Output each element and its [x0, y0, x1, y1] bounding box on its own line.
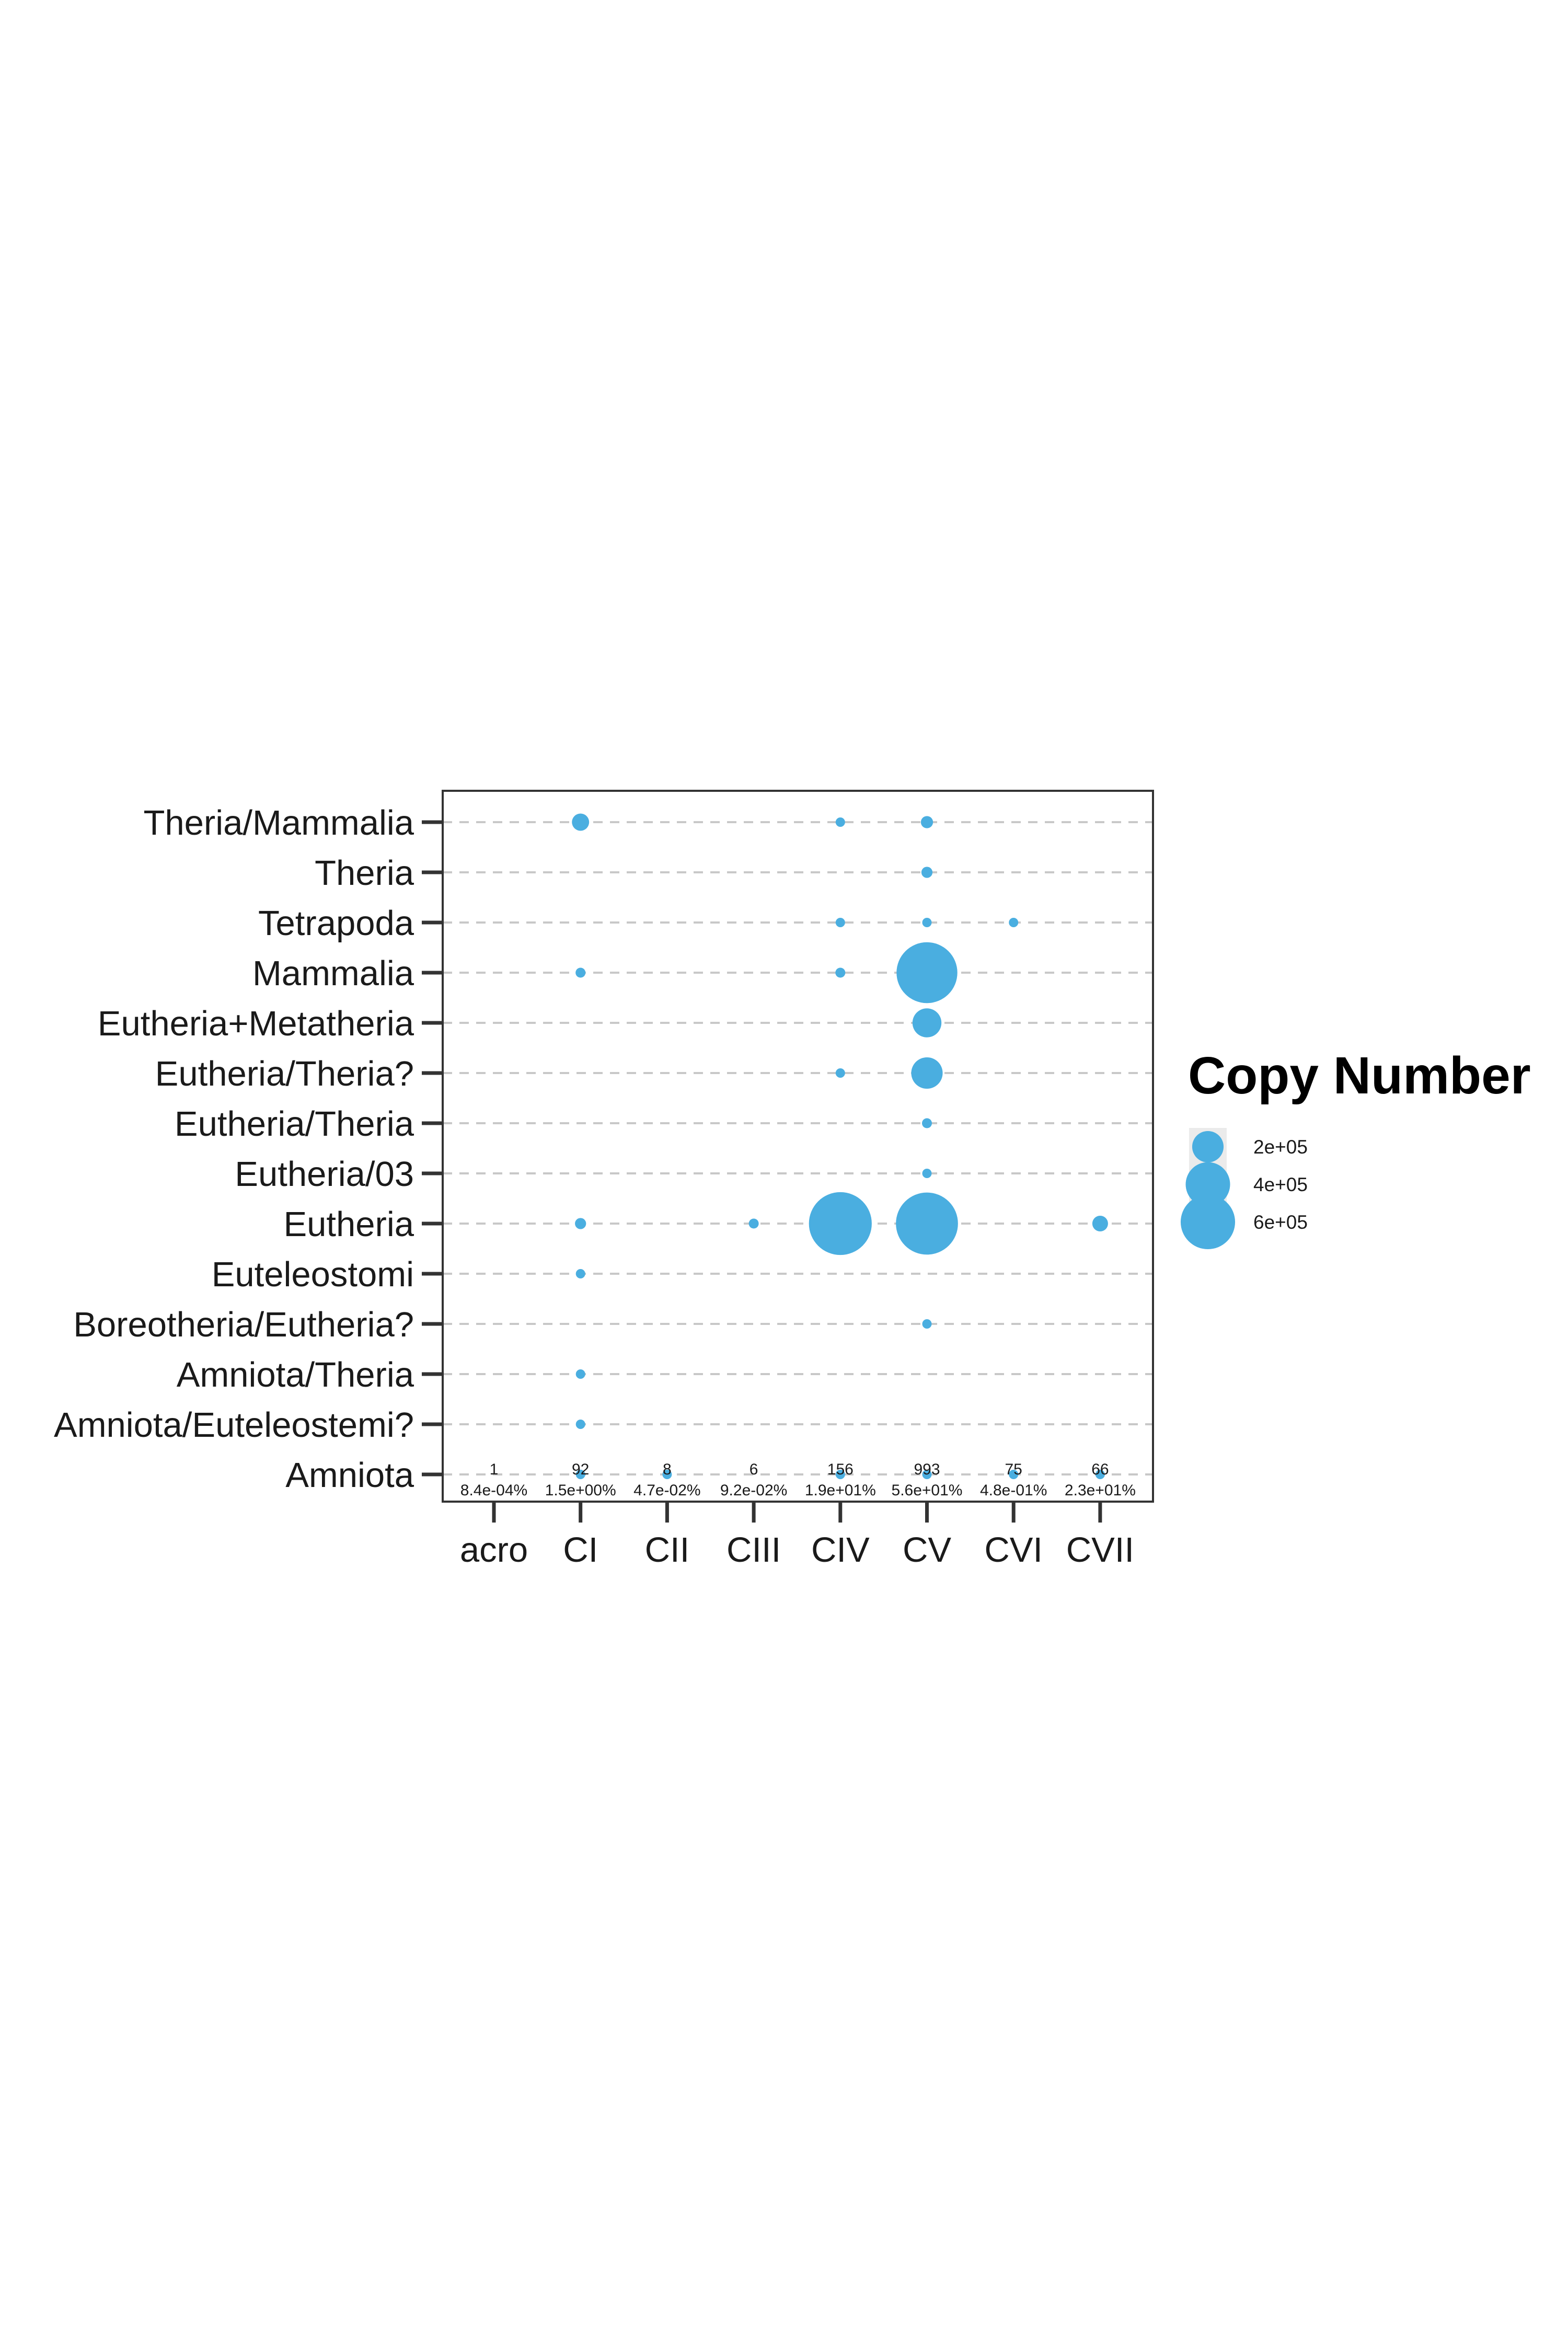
- y-tick-label: Amniota: [285, 1456, 414, 1495]
- x-tick-label: CIII: [727, 1530, 781, 1570]
- legend-label: 4e+05: [1253, 1174, 1308, 1195]
- legend-key-point: [1192, 1131, 1224, 1163]
- data-point: [912, 1008, 942, 1037]
- y-tick-label: Eutheria/Theria?: [155, 1054, 414, 1093]
- count-annotation: 156: [827, 1461, 854, 1478]
- y-tick-label: Boreotheria/Eutheria?: [73, 1305, 414, 1344]
- data-point: [922, 1319, 932, 1329]
- y-tick-label: Eutheria/03: [235, 1155, 414, 1194]
- data-point: [835, 1068, 845, 1078]
- data-point: [835, 918, 845, 927]
- y-tick-label: Theria: [315, 854, 414, 893]
- percent-annotation: 4.8e-01%: [980, 1482, 1047, 1499]
- data-point: [896, 942, 958, 1004]
- y-tick-label: Eutheria+Metatheria: [98, 1004, 414, 1043]
- percent-annotation: 1.9e+01%: [805, 1482, 876, 1499]
- x-tick-label: CV: [903, 1530, 951, 1570]
- y-tick-label: Amniota/Theria: [177, 1355, 414, 1394]
- count-annotation: 8: [663, 1461, 672, 1478]
- x-tick-label: CII: [645, 1530, 690, 1570]
- count-annotation: 92: [572, 1461, 589, 1478]
- legend-label: 6e+05: [1253, 1212, 1308, 1233]
- percent-annotation: 4.7e-02%: [633, 1482, 700, 1499]
- x-tick-label: acro: [460, 1530, 528, 1570]
- data-point: [575, 1218, 586, 1229]
- data-point: [572, 813, 590, 831]
- legend-key-point: [1185, 1162, 1230, 1207]
- y-tick-label: Theria/Mammalia: [143, 803, 414, 843]
- data-point: [911, 1057, 943, 1089]
- data-point: [575, 1420, 585, 1429]
- plot-panel: [443, 791, 1153, 1502]
- data-point: [921, 867, 933, 878]
- data-point: [922, 1169, 932, 1178]
- percent-annotation: 9.2e-02%: [720, 1482, 787, 1499]
- data-point: [748, 1218, 759, 1229]
- panel-border: [442, 790, 1154, 1503]
- x-tick-label: CVI: [984, 1530, 1043, 1570]
- data-point: [575, 1470, 585, 1479]
- data-point: [1009, 918, 1019, 927]
- y-tick-label: Mammalia: [252, 954, 414, 993]
- percent-annotation: 8.4e-04%: [460, 1482, 527, 1499]
- count-annotation: 75: [1005, 1461, 1022, 1478]
- y-tick-label: Euteleostomi: [212, 1255, 414, 1294]
- legend-key-point: [1180, 1194, 1236, 1250]
- data-point: [835, 967, 846, 978]
- data-point: [809, 1192, 872, 1255]
- data-point: [1095, 1470, 1105, 1479]
- count-annotation: 6: [750, 1461, 758, 1478]
- data-point: [920, 816, 933, 828]
- data-point: [896, 1192, 958, 1255]
- data-point: [922, 918, 932, 927]
- count-annotation: 993: [914, 1461, 940, 1478]
- data-point: [575, 1369, 585, 1379]
- percent-annotation: 2.3e+01%: [1065, 1482, 1136, 1499]
- percent-annotation: 1.5e+00%: [545, 1482, 616, 1499]
- percent-annotation: 5.6e+01%: [892, 1482, 963, 1499]
- data-point: [575, 1269, 585, 1278]
- data-point: [835, 1470, 845, 1479]
- data-point: [575, 967, 586, 978]
- data-point: [662, 1470, 672, 1479]
- data-point: [1092, 1215, 1108, 1232]
- data-point: [921, 1118, 932, 1128]
- x-tick-label: CI: [563, 1530, 598, 1570]
- legend-label: 2e+05: [1253, 1136, 1308, 1158]
- y-tick-label: Eutheria/Theria: [175, 1104, 414, 1144]
- data-point: [835, 817, 845, 827]
- legend-title: Copy Number: [1188, 1046, 1531, 1105]
- data-point: [1009, 1470, 1019, 1479]
- x-tick-label: CVII: [1066, 1530, 1134, 1570]
- y-tick-label: Tetrapoda: [258, 904, 414, 943]
- y-tick-label: Eutheria: [283, 1205, 414, 1244]
- count-annotation: 1: [490, 1461, 499, 1478]
- x-tick-label: CIV: [811, 1530, 870, 1570]
- y-tick-label: Amniota/Euteleostemi?: [54, 1405, 414, 1445]
- data-point: [922, 1470, 932, 1479]
- count-annotation: 66: [1091, 1461, 1109, 1478]
